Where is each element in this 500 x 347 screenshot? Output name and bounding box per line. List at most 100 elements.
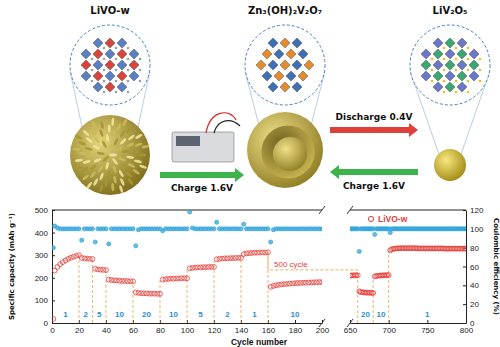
petal	[134, 159, 142, 164]
petal	[82, 129, 90, 137]
tick: 300	[35, 251, 55, 260]
petal	[108, 170, 111, 178]
tick: 80	[156, 320, 165, 335]
petal	[81, 166, 89, 172]
petal	[93, 157, 101, 163]
petal	[134, 142, 142, 147]
capacity-point	[464, 246, 466, 251]
petal	[118, 169, 125, 177]
tick-mark	[52, 255, 55, 256]
petal	[93, 178, 99, 186]
tester-body	[172, 132, 234, 162]
petal	[89, 171, 96, 179]
petal	[126, 142, 134, 148]
petal	[93, 136, 100, 144]
polyhedron	[105, 38, 115, 48]
capacity-point	[77, 253, 82, 258]
petal	[99, 184, 104, 192]
atom	[127, 69, 130, 72]
petal	[126, 155, 134, 159]
atom	[115, 47, 118, 50]
axis-line	[466, 211, 467, 324]
polyhedron	[117, 49, 127, 59]
atom	[467, 58, 470, 61]
tick-mark	[295, 320, 296, 323]
tick: 20	[75, 320, 84, 335]
petal	[82, 159, 90, 164]
polyhedron	[105, 71, 115, 81]
petal	[106, 134, 110, 142]
petal	[127, 162, 135, 168]
petal	[113, 175, 117, 183]
rate-boundary	[241, 254, 242, 323]
petal	[112, 165, 117, 173]
polyhedron	[421, 49, 431, 59]
tick: 180	[289, 320, 303, 335]
tick: 40	[463, 281, 479, 290]
atom	[455, 58, 458, 61]
zoom-circle	[70, 25, 150, 105]
tick-mark	[463, 267, 466, 268]
atom	[443, 58, 446, 61]
atom	[455, 69, 458, 72]
polyhedron	[280, 60, 290, 70]
petal	[91, 128, 98, 136]
polyhedron	[81, 49, 91, 59]
efficiency-point	[134, 244, 138, 248]
petal	[113, 138, 119, 146]
tick-label: 700	[382, 326, 396, 335]
polyhedron	[93, 82, 103, 92]
petal	[84, 146, 92, 151]
petal	[104, 179, 108, 187]
atom	[115, 80, 118, 83]
polyhedron	[117, 60, 127, 70]
petal	[120, 163, 128, 170]
axis-line	[53, 323, 323, 324]
petal	[132, 168, 140, 175]
tick-mark	[52, 323, 55, 324]
rate-boundary	[214, 259, 215, 323]
microsphere	[247, 112, 323, 188]
atom	[443, 69, 446, 72]
rate-boundary	[388, 250, 389, 323]
polyhedron	[457, 49, 467, 59]
tick-label: 0	[44, 319, 49, 328]
tick: 40	[102, 320, 111, 335]
polyhedron	[129, 71, 139, 81]
petal	[126, 126, 133, 134]
polyhedron	[292, 82, 302, 92]
tick-mark	[463, 210, 466, 211]
tick: 0	[44, 319, 55, 328]
rate-label: 1	[63, 310, 68, 319]
capacity-point	[212, 265, 217, 270]
polyhedron	[457, 71, 467, 81]
polyhedron	[469, 49, 479, 59]
polyhedron	[262, 71, 272, 81]
efficiency-point	[373, 232, 377, 236]
petal	[74, 134, 82, 140]
annotations: 1251020105211020101500 cycle	[63, 250, 430, 323]
rate-label: 20	[142, 310, 151, 319]
atom	[455, 80, 458, 83]
petal	[119, 138, 127, 146]
petal	[88, 154, 96, 157]
axis-break	[347, 319, 353, 327]
rate-label: 5	[97, 310, 102, 319]
efficiency-point	[185, 227, 189, 231]
polyhedron	[81, 71, 91, 81]
tick: 100	[181, 320, 195, 335]
capacity-point	[55, 265, 60, 270]
tick: 200	[316, 320, 330, 335]
charge-arrow	[160, 168, 244, 182]
tick: 750	[421, 320, 435, 335]
atom	[479, 69, 482, 72]
atom	[91, 58, 94, 61]
legend-marker	[368, 216, 373, 221]
polyhedron	[445, 49, 455, 59]
petal	[112, 130, 116, 138]
petal	[89, 164, 97, 171]
efficiency-point	[107, 242, 111, 246]
tick: 100	[35, 296, 55, 305]
capacity-point	[320, 280, 322, 285]
efficiency-point	[80, 238, 84, 242]
